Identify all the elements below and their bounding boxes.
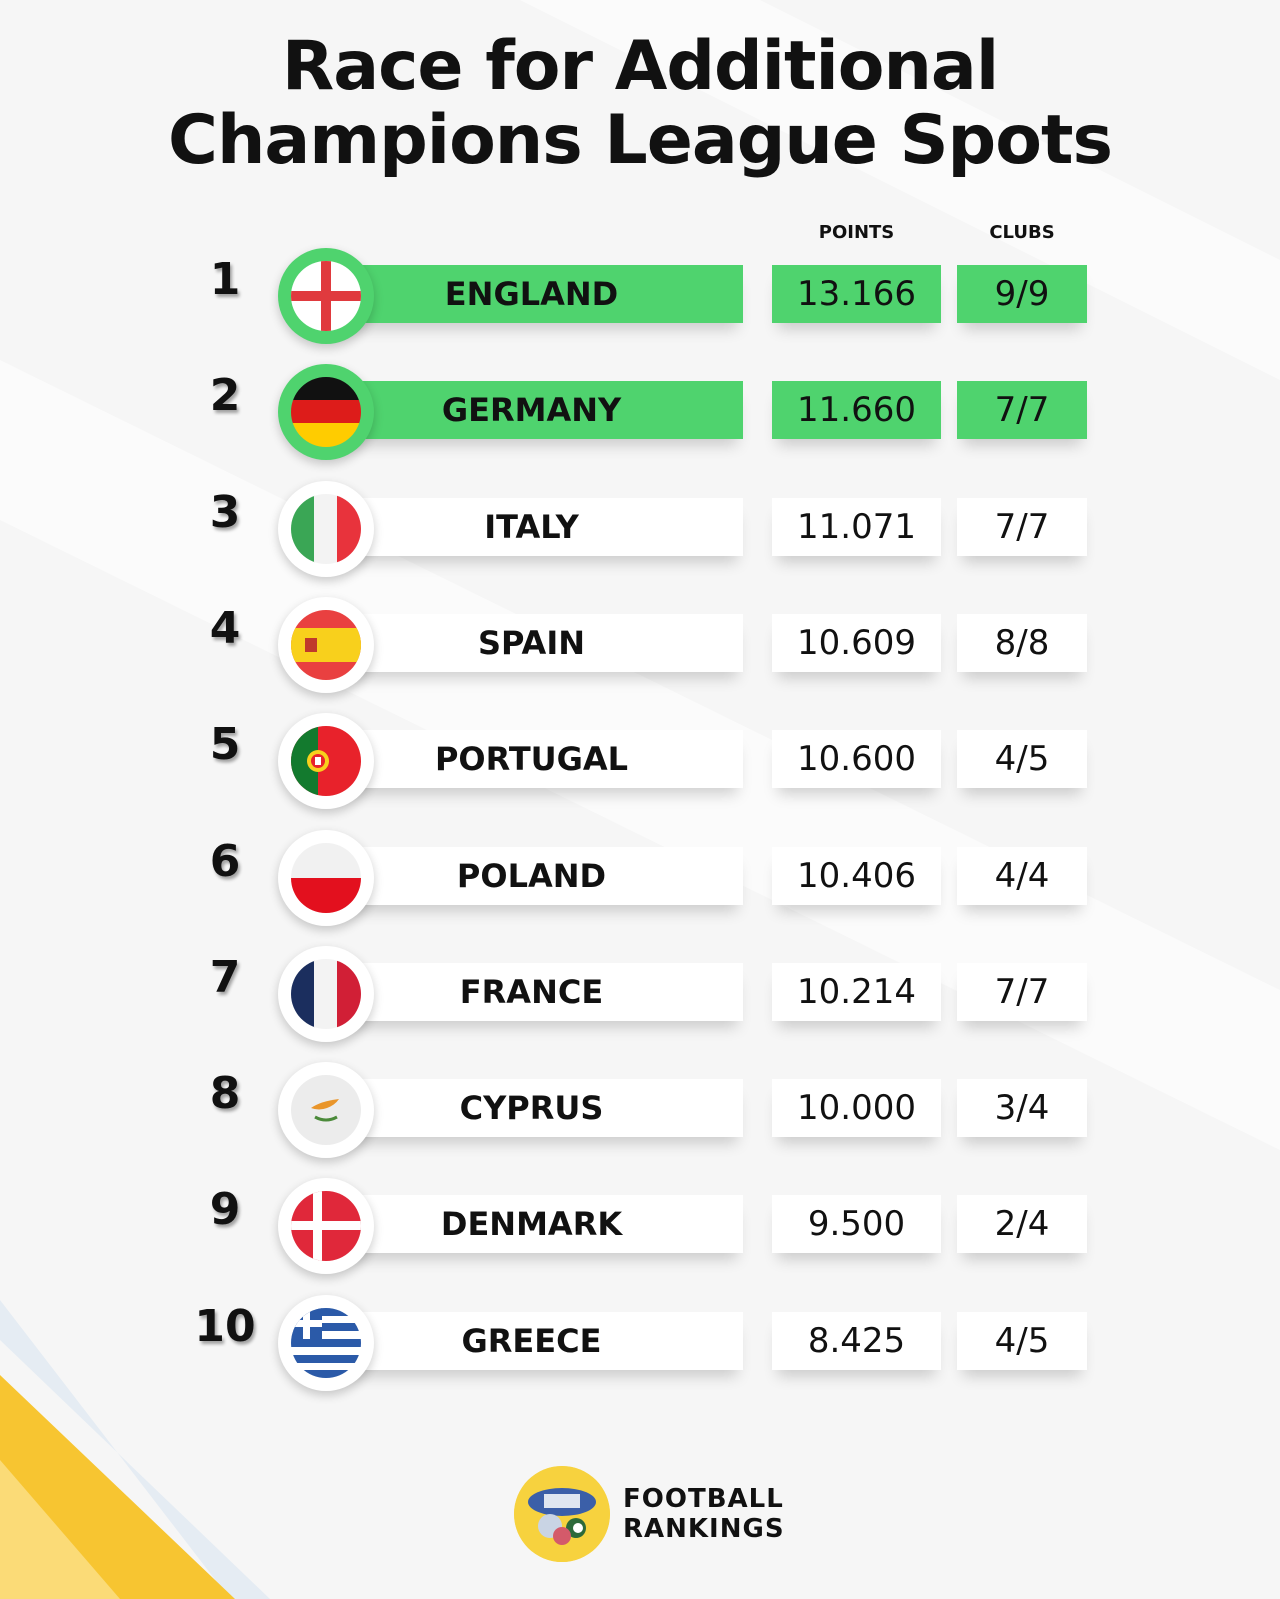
table-row: 5 PORTUGAL 10.600 4/5 [0,701,1280,810]
clubs-value: 9/9 [957,265,1087,323]
country-name: CYPRUS [320,1079,743,1138]
points-value: 9.500 [772,1195,941,1254]
spain-flag-icon [278,596,374,693]
denmark-flag-icon [278,1178,374,1275]
table-row: 3 ITALY 11.071 7/7 [0,469,1280,577]
poland-flag-icon [278,829,374,926]
points-value: 8.425 [772,1311,941,1370]
england-flag-icon [278,248,374,344]
points-column-header: POINTS [818,222,895,243]
table-row: 10 GREECE 8.425 4/5 [0,1283,1280,1391]
brand-line-2: RANKINGS [623,1514,785,1544]
table-row: 8 CYPRUS 10.000 3/4 [0,1050,1280,1159]
rank-number: 1 [209,254,241,305]
clubs-column-header: CLUBS [989,222,1055,243]
portugal-flag-icon [278,713,374,810]
country-name: ENGLAND [320,265,743,323]
table-row: 9 DENMARK 9.500 2/4 [0,1166,1280,1275]
germany-flag-icon [278,364,374,461]
rank-number: 4 [209,602,241,654]
points-value: 11.660 [772,381,941,440]
points-value: 10.609 [772,613,941,672]
rank-number: 8 [209,1068,241,1120]
country-name: GERMANY [320,381,743,440]
country-name: SPAIN [320,613,743,672]
brand-line-1: FOOTBALL [623,1484,784,1514]
country-name: PORTUGAL [320,730,743,789]
points-value: 10.600 [772,730,941,789]
clubs-value: 7/7 [957,497,1087,556]
rank-number: 2 [209,370,241,422]
clubs-value: 7/7 [957,381,1087,440]
clubs-value: 7/7 [957,962,1087,1021]
table-row: 4 SPAIN 10.609 8/8 [0,585,1280,693]
rank-number: 6 [209,835,241,887]
cyprus-flag-icon [278,1062,374,1159]
points-value: 13.166 [772,265,941,323]
page-title: Race for Additional Champions League Spo… [0,30,1280,178]
table-row: 1 ENGLAND 13.166 9/9 [0,236,1280,344]
football-rankings-logo [514,1466,610,1562]
rank-number: 5 [209,719,241,771]
clubs-value: 4/4 [957,846,1087,905]
clubs-value: 3/4 [957,1079,1087,1138]
title-line-1: Race for Additional [281,27,999,106]
brand-name: FOOTBALL RANKINGS [623,1484,785,1544]
clubs-value: 2/4 [957,1195,1087,1254]
points-value: 10.000 [772,1079,941,1138]
country-name: DENMARK [320,1195,743,1254]
country-name: GREECE [320,1311,743,1370]
france-flag-icon [278,945,374,1042]
table-row: 7 FRANCE 10.214 7/7 [0,934,1280,1042]
country-name: POLAND [320,846,743,905]
clubs-value: 4/5 [957,730,1087,789]
rank-number: 9 [209,1184,241,1236]
italy-flag-icon [278,480,374,577]
country-name: FRANCE [320,962,743,1021]
table-row: 6 POLAND 10.406 4/4 [0,818,1280,926]
rank-number: 3 [209,486,241,538]
rank-number: 10 [194,1300,256,1352]
table-row: 2 GERMANY 11.660 7/7 [0,352,1280,461]
title-line-2: Champions League Spots [168,101,1113,180]
country-name: ITALY [320,497,743,556]
points-value: 10.214 [772,962,941,1021]
clubs-value: 4/5 [957,1311,1087,1370]
clubs-value: 8/8 [957,613,1087,672]
points-value: 11.071 [772,497,941,556]
rank-number: 7 [209,951,241,1003]
points-value: 10.406 [772,846,941,905]
greece-flag-icon [278,1294,374,1391]
